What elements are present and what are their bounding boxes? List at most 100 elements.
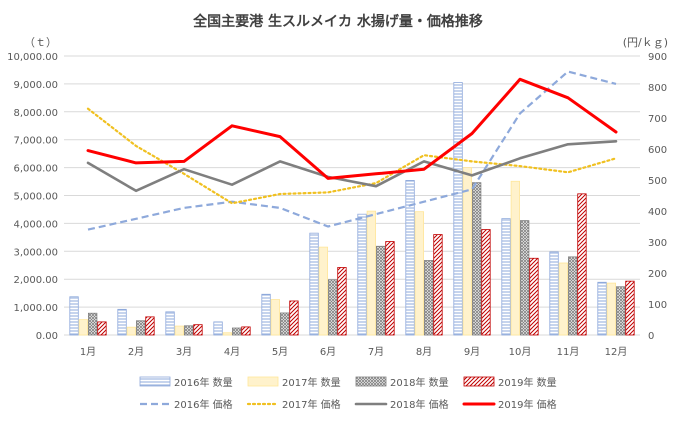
bar xyxy=(183,325,194,336)
bar xyxy=(385,241,395,336)
bar xyxy=(174,325,185,336)
bar xyxy=(309,232,319,336)
bar xyxy=(462,167,473,336)
x-tick-label: 7月 xyxy=(368,346,384,358)
bar xyxy=(529,257,539,336)
bar xyxy=(597,281,607,336)
y-left-tick-label: 6,000.00 xyxy=(13,164,58,175)
bar xyxy=(375,245,386,336)
series-line xyxy=(87,70,617,231)
legend-label: 2016年 数量 xyxy=(174,376,233,389)
bar xyxy=(193,324,203,336)
bar xyxy=(145,316,155,336)
x-tick-label: 5月 xyxy=(272,346,288,358)
bar xyxy=(423,260,434,336)
chart-title: 全国主要港 生スルメイカ 水揚げ量・価格推移 xyxy=(192,13,483,30)
bar xyxy=(414,211,425,336)
bar xyxy=(88,312,98,336)
y-right-tick-label: 600 xyxy=(648,145,667,156)
y-right-tick-label: 800 xyxy=(648,83,667,94)
legend-label: 2017年 数量 xyxy=(282,376,341,389)
y-left-tick-label: 7,000.00 xyxy=(13,136,58,147)
legend-label: 2019年 価格 xyxy=(498,398,557,411)
x-tick-label: 1月 xyxy=(80,346,96,358)
y-right-tick-label: 700 xyxy=(648,114,667,125)
bar xyxy=(165,311,175,336)
bar xyxy=(510,180,521,336)
bar xyxy=(135,320,146,336)
legend: 2016年 数量 2017年 数量 2018年 数量 2019年 数量 2016年 価格… xyxy=(139,376,557,411)
y-left-axis-label: （ｔ） xyxy=(24,36,57,49)
bar xyxy=(117,308,127,336)
bar xyxy=(241,326,251,336)
bar xyxy=(97,321,107,336)
bar xyxy=(433,234,443,336)
bar xyxy=(501,218,511,336)
bar xyxy=(558,262,568,336)
y-left-tick-label: 4,000.00 xyxy=(13,219,58,230)
y-left-tick-label: 5,000.00 xyxy=(13,192,58,203)
bar xyxy=(471,182,482,336)
x-tick-label: 10月 xyxy=(509,346,532,358)
bar xyxy=(126,326,136,336)
bar xyxy=(453,82,463,336)
bar xyxy=(568,256,578,336)
legend-swatch xyxy=(463,376,495,387)
bar xyxy=(279,312,290,336)
bar xyxy=(549,251,559,336)
bar xyxy=(405,180,415,336)
y-left-tick-label: 0.00 xyxy=(36,331,58,342)
series-line xyxy=(86,107,618,205)
legend-swatch xyxy=(247,376,279,387)
bar xyxy=(69,296,79,336)
series-line xyxy=(86,140,618,193)
y-right-tick-label: 0 xyxy=(648,331,654,342)
legend-label: 2018年 数量 xyxy=(390,376,449,389)
bar xyxy=(327,279,338,336)
y-right-tick-label: 900 xyxy=(648,52,667,63)
bar xyxy=(337,267,347,336)
y-left-tick-label: 8,000.00 xyxy=(13,108,58,119)
y-left-tick-label: 2,000.00 xyxy=(13,275,58,286)
y-right-tick-label: 400 xyxy=(648,207,667,218)
legend-label: 2016年 価格 xyxy=(174,398,233,411)
x-tick-label: 3月 xyxy=(176,346,192,358)
bar xyxy=(270,299,281,336)
y-right-tick-label: 100 xyxy=(648,300,667,311)
legend-label: 2018年 価格 xyxy=(390,398,449,411)
bar xyxy=(318,246,329,336)
y-right-axis-label: (円/ｋｇ) xyxy=(623,36,668,49)
y-right-tick-label: 500 xyxy=(648,176,667,187)
axes: 0.00 1,000.00 2,000.00 3,000.00 4,000.00 5,00… xyxy=(7,52,667,358)
x-tick-label: 2月 xyxy=(128,346,144,358)
y-left-tick-label: 10,000.00 xyxy=(7,52,58,63)
bar xyxy=(606,282,616,336)
bar xyxy=(520,220,530,336)
bar-series-group xyxy=(69,82,635,336)
y-left-tick-label: 1,000.00 xyxy=(13,303,58,314)
bar xyxy=(222,332,233,336)
bar xyxy=(616,286,626,336)
x-tick-label: 6月 xyxy=(320,346,336,358)
x-tick-label: 8月 xyxy=(416,346,432,358)
bar xyxy=(78,319,88,336)
bar xyxy=(231,327,242,336)
bar xyxy=(261,293,271,336)
y-left-tick-label: 9,000.00 xyxy=(13,80,58,91)
x-tick-label: 11月 xyxy=(557,346,580,358)
bar xyxy=(481,229,491,336)
line-series-group xyxy=(86,70,618,231)
bar xyxy=(577,193,587,336)
legend-swatch xyxy=(139,376,171,387)
series-line xyxy=(86,77,618,180)
gridlines xyxy=(64,55,640,336)
bar xyxy=(357,213,367,336)
x-tick-label: 4月 xyxy=(224,346,240,358)
bar xyxy=(366,210,377,336)
legend-label: 2017年 価格 xyxy=(282,398,341,411)
x-tick-label: 12月 xyxy=(605,346,628,358)
x-tick-label: 9月 xyxy=(464,346,480,358)
bar xyxy=(213,321,223,336)
y-left-tick-label: 3,000.00 xyxy=(13,247,58,258)
